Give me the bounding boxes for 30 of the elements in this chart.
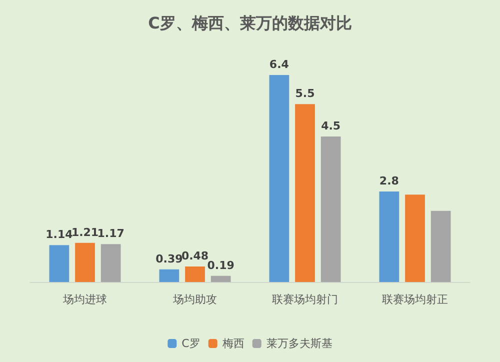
chart-title: C罗、梅西、莱万的数据对比 bbox=[148, 14, 352, 32]
data-label: 4.5 bbox=[321, 119, 341, 132]
x-tick-label: 联赛场均射正 bbox=[382, 293, 448, 306]
data-label: 0.19 bbox=[207, 258, 234, 272]
bar bbox=[159, 269, 180, 282]
bar bbox=[210, 276, 231, 282]
data-label: 1.21 bbox=[71, 226, 99, 239]
bar bbox=[295, 104, 315, 282]
bar bbox=[185, 266, 205, 282]
data-label: 1.17 bbox=[97, 227, 124, 240]
data-label: 2.8 bbox=[379, 174, 399, 188]
bar bbox=[269, 75, 290, 282]
x-tick-label: 场均进球 bbox=[62, 293, 107, 306]
bar bbox=[100, 244, 121, 282]
data-label: 0.39 bbox=[156, 252, 183, 266]
bar bbox=[49, 245, 70, 282]
bar bbox=[379, 191, 400, 282]
bar bbox=[320, 136, 341, 282]
legend-label: C罗 bbox=[182, 337, 200, 350]
x-tick-label: 联赛场均射门 bbox=[272, 293, 338, 306]
data-label: 5.5 bbox=[295, 87, 315, 100]
data-label: 1.14 bbox=[46, 228, 74, 242]
data-label: 6.4 bbox=[269, 58, 290, 71]
bar bbox=[430, 210, 451, 282]
data-label: 0.48 bbox=[181, 249, 209, 262]
legend-label: 莱万多夫斯基 bbox=[266, 337, 332, 350]
legend-label: 梅西 bbox=[221, 337, 244, 350]
bar bbox=[405, 194, 425, 282]
x-tick-label: 场均助攻 bbox=[172, 293, 217, 306]
bar bbox=[75, 242, 95, 282]
